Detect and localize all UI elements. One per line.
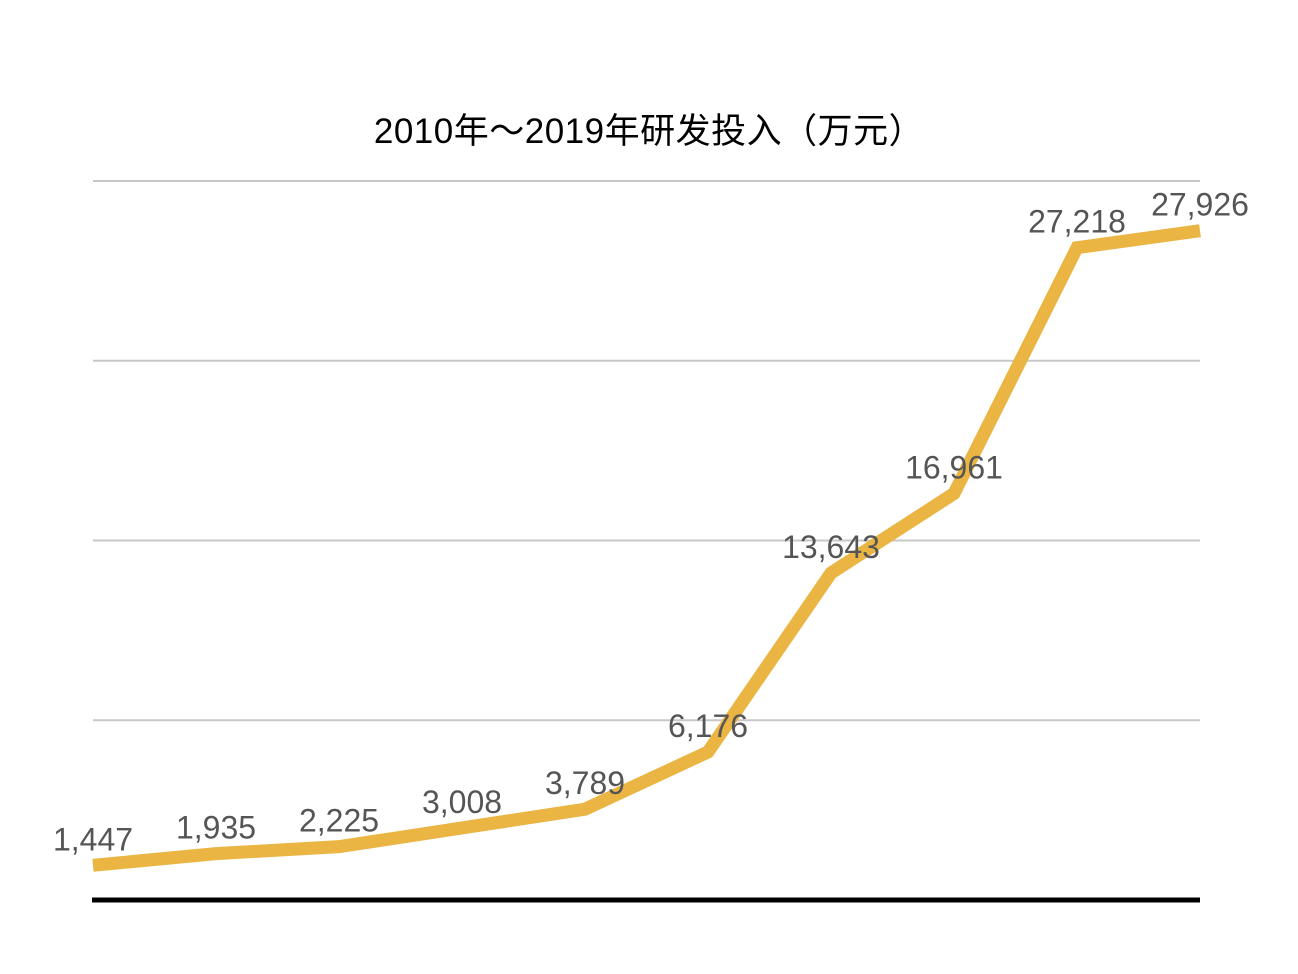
- series-line: [92, 224, 1201, 872]
- chart-title: 2010年～2019年研发投入（万元）: [373, 112, 925, 151]
- gridlines: [93, 180, 1200, 722]
- data-label: 3,789: [545, 765, 625, 801]
- data-label: 13,643: [782, 529, 880, 565]
- data-label: 1,447: [53, 821, 133, 857]
- data-label: 3,008: [422, 784, 502, 820]
- data-label: 16,961: [905, 450, 1003, 486]
- data-labels: 1,447 1,935 2,225 3,008 3,789 6,176 13,643 16,9…: [53, 187, 1249, 858]
- data-label: 27,926: [1151, 187, 1249, 223]
- data-label: 2,225: [299, 803, 379, 839]
- data-label: 27,218: [1028, 204, 1126, 240]
- data-label: 6,176: [668, 708, 748, 744]
- data-label: 1,935: [176, 810, 256, 846]
